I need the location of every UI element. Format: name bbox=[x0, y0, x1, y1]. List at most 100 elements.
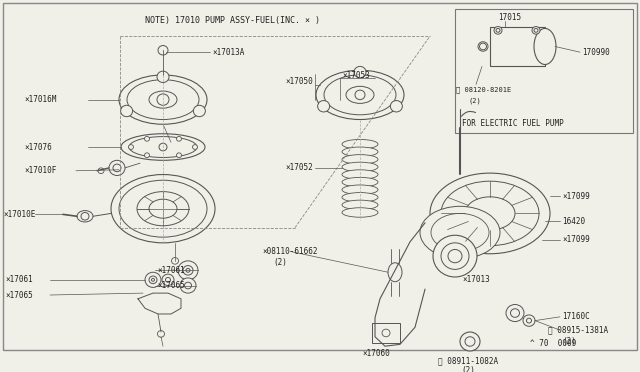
Text: ×17010F: ×17010F bbox=[24, 166, 56, 175]
Ellipse shape bbox=[431, 214, 489, 251]
Circle shape bbox=[157, 331, 164, 337]
Circle shape bbox=[355, 90, 365, 100]
Text: FOR ELECTRIC FUEL PUMP: FOR ELECTRIC FUEL PUMP bbox=[462, 119, 564, 128]
Ellipse shape bbox=[129, 137, 197, 157]
Text: ×08110-61662: ×08110-61662 bbox=[262, 247, 317, 256]
Text: (2): (2) bbox=[461, 366, 475, 372]
Circle shape bbox=[145, 272, 161, 288]
Circle shape bbox=[382, 329, 390, 337]
Circle shape bbox=[177, 137, 182, 141]
Circle shape bbox=[183, 266, 193, 275]
Ellipse shape bbox=[430, 173, 550, 254]
Circle shape bbox=[494, 26, 502, 34]
Text: Ⓑ 08120-8201E: Ⓑ 08120-8201E bbox=[456, 87, 511, 93]
Circle shape bbox=[460, 332, 480, 351]
Text: ×17060: ×17060 bbox=[362, 349, 390, 358]
Circle shape bbox=[172, 257, 179, 264]
Ellipse shape bbox=[119, 75, 207, 124]
Text: ×17061: ×17061 bbox=[5, 275, 33, 284]
Text: NOTE) 17010 PUMP ASSY-FUEL(INC. × ): NOTE) 17010 PUMP ASSY-FUEL(INC. × ) bbox=[145, 16, 320, 25]
Ellipse shape bbox=[137, 192, 189, 226]
Text: (2): (2) bbox=[468, 97, 481, 104]
Text: ×17061: ×17061 bbox=[157, 266, 185, 275]
Circle shape bbox=[159, 143, 167, 151]
Ellipse shape bbox=[342, 140, 378, 149]
Ellipse shape bbox=[534, 28, 556, 64]
Circle shape bbox=[180, 278, 196, 293]
Ellipse shape bbox=[77, 211, 93, 222]
Ellipse shape bbox=[342, 200, 378, 210]
Ellipse shape bbox=[342, 170, 378, 179]
Text: ×17053: ×17053 bbox=[342, 71, 370, 80]
Ellipse shape bbox=[388, 263, 402, 282]
Circle shape bbox=[145, 137, 150, 141]
Text: (2): (2) bbox=[562, 337, 576, 346]
Circle shape bbox=[506, 305, 524, 321]
Circle shape bbox=[317, 100, 330, 112]
Circle shape bbox=[178, 261, 198, 280]
Text: Ⓝ 08911-1082A: Ⓝ 08911-1082A bbox=[438, 356, 498, 365]
Ellipse shape bbox=[149, 199, 177, 218]
Circle shape bbox=[168, 140, 174, 145]
Text: 17015: 17015 bbox=[498, 13, 521, 22]
Circle shape bbox=[129, 145, 134, 150]
Circle shape bbox=[109, 160, 125, 176]
Text: 16420: 16420 bbox=[562, 217, 585, 225]
Ellipse shape bbox=[119, 180, 207, 237]
Ellipse shape bbox=[441, 181, 539, 246]
Circle shape bbox=[354, 66, 366, 78]
Circle shape bbox=[162, 274, 174, 286]
Text: (2): (2) bbox=[273, 258, 287, 267]
Text: Ⓜ 08915-1381A: Ⓜ 08915-1381A bbox=[548, 326, 608, 334]
Ellipse shape bbox=[342, 162, 378, 172]
Circle shape bbox=[120, 105, 132, 117]
Text: ×17052: ×17052 bbox=[285, 163, 313, 172]
Circle shape bbox=[390, 100, 403, 112]
Ellipse shape bbox=[342, 177, 378, 187]
Ellipse shape bbox=[342, 147, 378, 157]
Ellipse shape bbox=[420, 206, 500, 259]
Circle shape bbox=[145, 153, 150, 158]
Ellipse shape bbox=[342, 155, 378, 164]
Circle shape bbox=[157, 94, 169, 105]
Circle shape bbox=[441, 243, 469, 269]
Circle shape bbox=[177, 153, 182, 158]
Text: ×17013A: ×17013A bbox=[212, 48, 244, 57]
Circle shape bbox=[465, 337, 475, 346]
Circle shape bbox=[532, 26, 540, 34]
Text: ×17076: ×17076 bbox=[24, 142, 52, 151]
Text: ×17013: ×17013 bbox=[462, 275, 490, 284]
Circle shape bbox=[479, 43, 486, 50]
Ellipse shape bbox=[342, 185, 378, 195]
Text: 170990: 170990 bbox=[582, 48, 610, 57]
Circle shape bbox=[448, 250, 462, 263]
Bar bbox=[372, 323, 400, 343]
Circle shape bbox=[193, 105, 205, 117]
Ellipse shape bbox=[324, 75, 396, 115]
Ellipse shape bbox=[127, 80, 199, 119]
Circle shape bbox=[157, 71, 169, 83]
Bar bbox=[455, 9, 633, 133]
Circle shape bbox=[433, 235, 477, 277]
Circle shape bbox=[523, 315, 535, 326]
Text: ^ 70  0009: ^ 70 0009 bbox=[530, 339, 576, 348]
Text: ×17050: ×17050 bbox=[285, 77, 313, 86]
Circle shape bbox=[166, 278, 170, 282]
Text: ×17065: ×17065 bbox=[157, 281, 185, 290]
Ellipse shape bbox=[316, 70, 404, 119]
Ellipse shape bbox=[465, 197, 515, 230]
Text: ×17016M: ×17016M bbox=[24, 95, 56, 104]
Circle shape bbox=[149, 276, 157, 283]
Text: ×17010E: ×17010E bbox=[3, 210, 35, 219]
Bar bbox=[490, 26, 545, 66]
Ellipse shape bbox=[478, 42, 488, 51]
Text: ×17099: ×17099 bbox=[562, 192, 589, 201]
Ellipse shape bbox=[111, 174, 215, 243]
Ellipse shape bbox=[346, 86, 374, 103]
Circle shape bbox=[193, 145, 198, 150]
Text: 17160C: 17160C bbox=[562, 312, 589, 321]
Circle shape bbox=[184, 282, 191, 289]
Ellipse shape bbox=[342, 193, 378, 202]
Ellipse shape bbox=[342, 208, 378, 217]
Ellipse shape bbox=[149, 91, 177, 108]
